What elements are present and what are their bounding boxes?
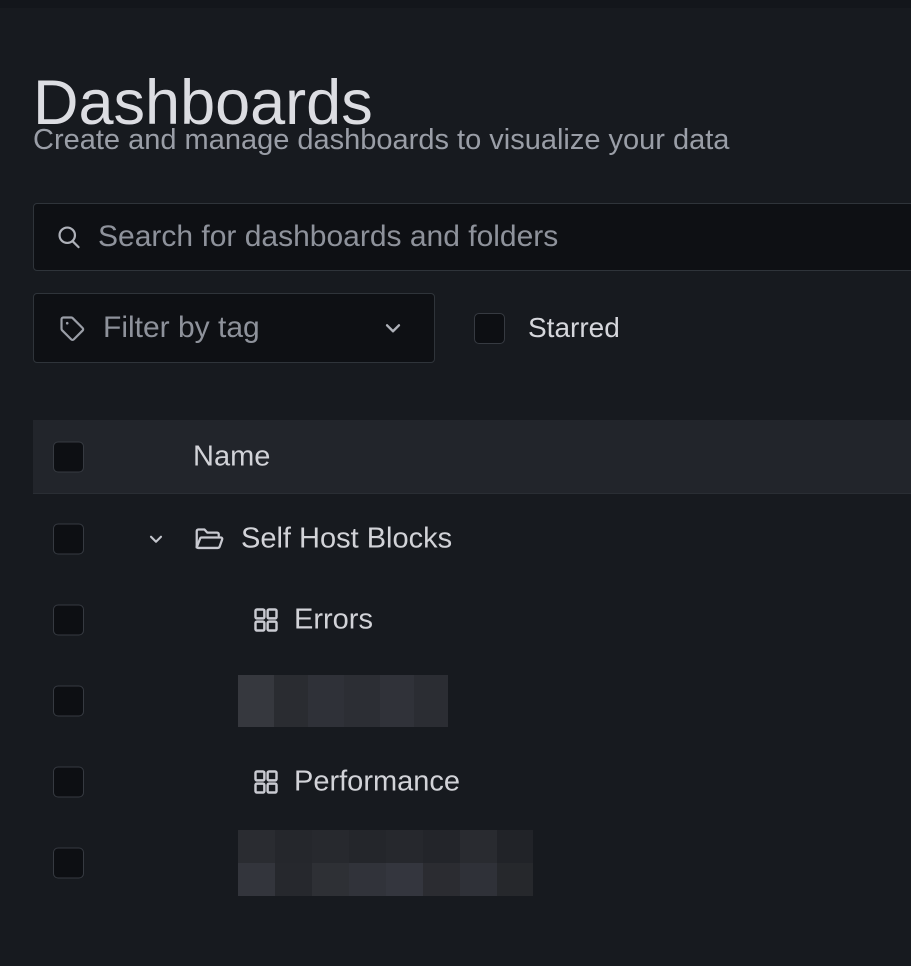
tag-filter-dropdown[interactable]: Filter by tag <box>33 293 435 363</box>
starred-filter[interactable]: Starred <box>474 311 620 345</box>
chevron-down-icon[interactable] <box>144 527 168 551</box>
chevron-down-icon <box>380 315 406 341</box>
dashboard-search[interactable] <box>33 203 911 271</box>
folder-name[interactable]: Self Host Blocks <box>241 522 453 554</box>
redacted-dashboard-name <box>238 674 448 727</box>
tag-icon <box>57 313 88 344</box>
column-header-name: Name <box>193 440 271 472</box>
search-input[interactable] <box>96 219 896 255</box>
apps-icon <box>252 606 280 634</box>
top-edge-strip <box>0 0 911 8</box>
row-checkbox[interactable] <box>53 523 84 554</box>
page-subtitle: Create and manage dashboards to visualiz… <box>33 124 730 156</box>
row-checkbox[interactable] <box>53 685 84 716</box>
row-checkbox[interactable] <box>53 604 84 635</box>
table-header: Name <box>33 420 911 494</box>
row-checkbox[interactable] <box>53 766 84 797</box>
table-row[interactable]: Self Host Blocks <box>33 498 911 579</box>
table-row[interactable]: Errors <box>33 579 911 660</box>
redacted-dashboard-name <box>238 829 533 896</box>
starred-checkbox[interactable] <box>474 312 505 344</box>
table-row[interactable] <box>33 660 911 741</box>
tag-filter-label: Filter by tag <box>103 311 260 344</box>
page-title: Dashboards <box>33 68 373 139</box>
select-all-checkbox[interactable] <box>53 441 84 472</box>
folder-open-icon <box>193 523 225 555</box>
table-row[interactable]: Performance <box>33 741 911 822</box>
search-icon <box>55 223 83 251</box>
dashboard-name[interactable]: Performance <box>294 765 461 797</box>
starred-label: Starred <box>528 312 620 343</box>
apps-icon <box>252 768 280 796</box>
dashboard-name[interactable]: Errors <box>294 603 373 635</box>
table-row[interactable] <box>33 822 911 903</box>
row-checkbox[interactable] <box>53 847 84 878</box>
